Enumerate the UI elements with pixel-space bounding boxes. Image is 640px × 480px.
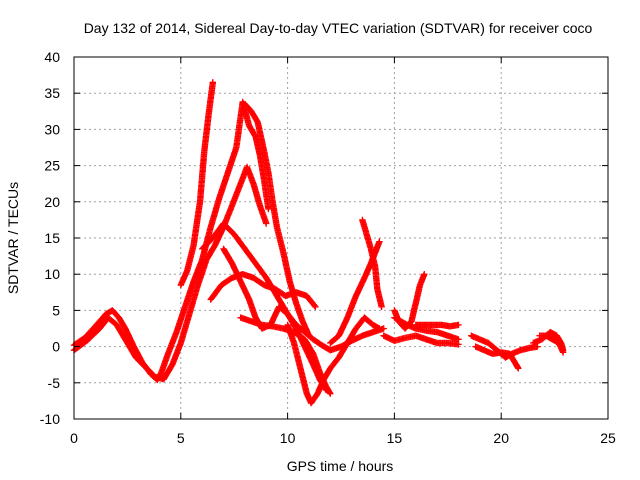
series-arc-15 [412,321,462,330]
data-point [559,347,567,354]
y-tick-label: 15 [44,230,60,246]
series-arc-3 [177,79,216,289]
series-arc-6 [207,271,319,310]
data-marks [70,79,567,407]
series-arc-8 [237,314,334,397]
y-tick-label: 25 [44,158,60,174]
series-arc-5 [199,220,330,394]
axis-ticks: 0 5 10 15 20 25 -10 -5 0 5 10 15 20 25 30 35 40 [40,49,616,446]
y-tick-label: -5 [48,375,61,391]
y-tick-label: 30 [44,121,60,137]
data-point [515,365,522,372]
series-arc-9 [284,314,383,407]
y-tick-label: 10 [44,266,60,282]
y-tick-label: -10 [40,411,60,427]
data-point [265,205,272,213]
x-tick-label: 20 [493,430,509,446]
data-point [455,341,462,348]
data-point [421,271,428,278]
y-tick-label: 5 [52,302,60,318]
data-point [327,390,334,397]
series-arc-14 [380,332,462,348]
x-tick-label: 10 [280,430,296,446]
series-arc-13 [391,271,428,332]
series-arc-2 [70,163,270,383]
x-tick-label: 25 [600,430,616,446]
data-point [263,220,270,227]
grid [74,57,608,419]
chart-title: Day 132 of 2014, Sidereal Day-to-day VTE… [84,20,593,36]
x-axis-label: GPS time / hours [287,458,394,474]
y-axis-label: SDTVAR / TECUs [5,182,21,294]
series-arc-19 [530,328,567,354]
data-point [378,303,385,310]
y-tick-label: 20 [44,194,60,210]
x-tick-label: 0 [70,430,78,446]
data-point [209,79,216,86]
y-tick-label: 35 [44,85,60,101]
data-point [311,302,318,309]
data-point [376,238,383,245]
data-point [455,321,462,329]
series-arc-11 [359,216,385,310]
x-tick-label: 15 [387,430,403,446]
series-arc-10 [327,238,383,347]
x-tick-label: 5 [177,430,185,446]
data-point [312,303,319,310]
data-point [376,325,383,332]
series-arc-17 [472,343,522,372]
y-tick-label: 0 [52,339,60,355]
y-tick-label: 40 [44,49,60,65]
